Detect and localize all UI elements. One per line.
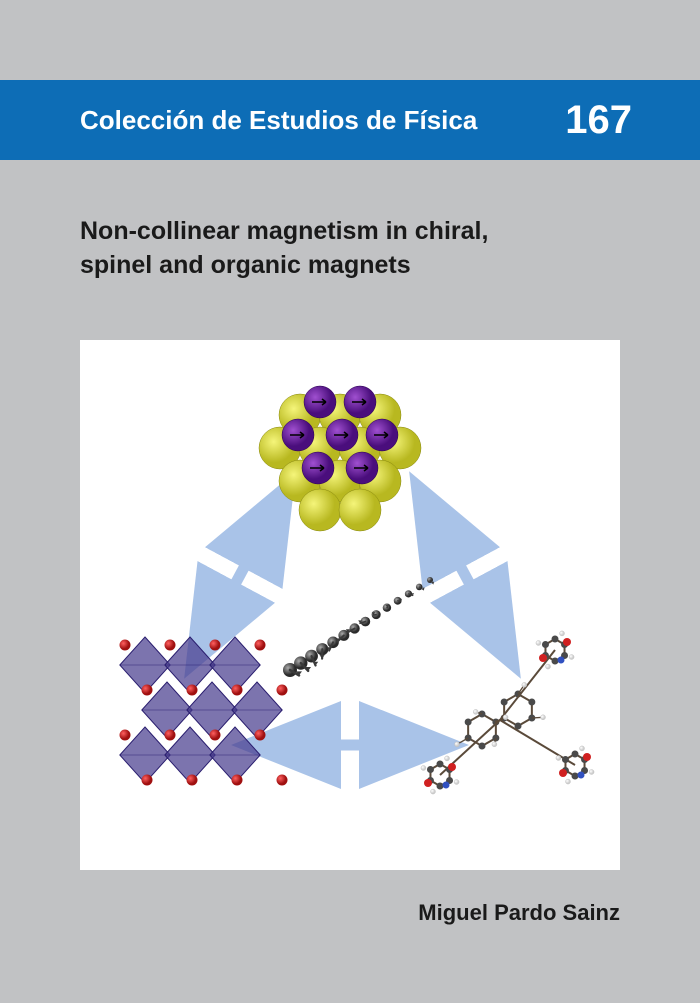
author-name: Miguel Pardo Sainz	[418, 900, 620, 926]
issue-number: 167	[565, 98, 632, 143]
title-line-1: Non-collinear magnetism in chiral,	[80, 217, 488, 245]
main-title: Non-collinear magnetism in chiral, spine…	[80, 215, 620, 283]
header-band: Colección de Estudios de Física 167	[0, 80, 700, 160]
title-block: Non-collinear magnetism in chiral, spine…	[80, 215, 620, 283]
center-spin-chain	[283, 577, 434, 677]
spinel-structure	[120, 637, 288, 786]
figure-svg	[80, 340, 620, 870]
title-line-2: spinel and organic magnets	[80, 251, 411, 279]
series-title: Colección de Estudios de Física	[80, 105, 477, 136]
top-sphere-cluster	[259, 386, 421, 531]
organic-molecule	[421, 631, 594, 794]
figure-panel	[80, 340, 620, 870]
